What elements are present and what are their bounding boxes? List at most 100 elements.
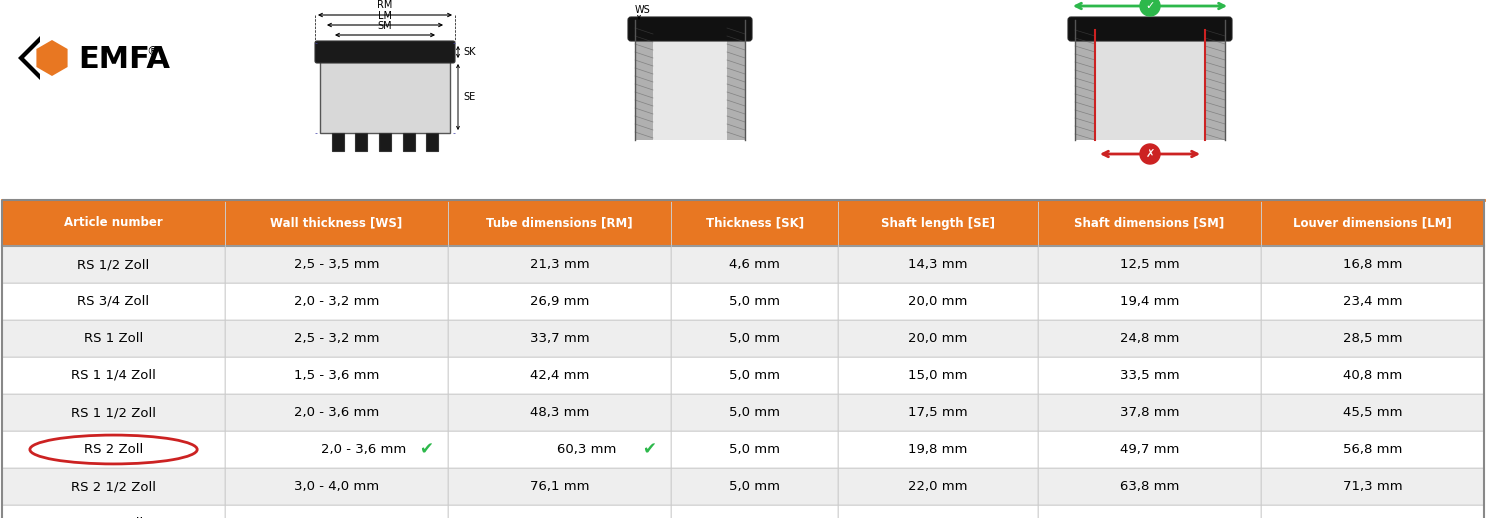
Text: SM: SM xyxy=(377,21,392,31)
Text: 48,3 mm: 48,3 mm xyxy=(531,406,590,419)
Text: 60,3 mm: 60,3 mm xyxy=(557,443,617,456)
FancyBboxPatch shape xyxy=(1,283,224,320)
Text: 3,0 - 4,0 mm: 3,0 - 4,0 mm xyxy=(294,480,379,493)
FancyBboxPatch shape xyxy=(224,431,449,468)
Text: 19,8 mm: 19,8 mm xyxy=(908,443,967,456)
Text: 2,0 - 3,6 mm: 2,0 - 3,6 mm xyxy=(294,406,379,419)
FancyBboxPatch shape xyxy=(449,468,672,505)
FancyBboxPatch shape xyxy=(672,200,838,246)
Circle shape xyxy=(1140,144,1161,164)
Text: RS 3 Zoll: RS 3 Zoll xyxy=(83,517,143,518)
FancyBboxPatch shape xyxy=(1,431,224,468)
Polygon shape xyxy=(18,36,40,80)
FancyBboxPatch shape xyxy=(403,133,415,151)
FancyBboxPatch shape xyxy=(315,41,455,63)
Text: RS 1 1/4 Zoll: RS 1 1/4 Zoll xyxy=(71,369,156,382)
Text: 5,0 mm: 5,0 mm xyxy=(730,517,780,518)
Text: 2,5 - 3,2 mm: 2,5 - 3,2 mm xyxy=(294,332,379,345)
FancyBboxPatch shape xyxy=(1037,394,1262,431)
FancyBboxPatch shape xyxy=(449,246,672,283)
FancyBboxPatch shape xyxy=(1205,30,1224,140)
Text: 5,0 mm: 5,0 mm xyxy=(730,295,780,308)
Text: Wall thickness [WS]: Wall thickness [WS] xyxy=(270,217,403,229)
Text: Thickness [SK]: Thickness [SK] xyxy=(706,217,804,229)
Text: 24,8 mm: 24,8 mm xyxy=(1119,332,1178,345)
FancyBboxPatch shape xyxy=(449,431,672,468)
FancyBboxPatch shape xyxy=(652,28,727,140)
Text: 21,3 mm: 21,3 mm xyxy=(531,258,590,271)
Text: Tube dimensions [RM]: Tube dimensions [RM] xyxy=(486,217,633,229)
Text: 20,0 mm: 20,0 mm xyxy=(908,295,967,308)
Text: 40,8 mm: 40,8 mm xyxy=(1343,369,1403,382)
FancyBboxPatch shape xyxy=(1262,394,1485,431)
Text: Shaft dimensions [SM]: Shaft dimensions [SM] xyxy=(1074,217,1224,229)
Text: Louver dimensions [LM]: Louver dimensions [LM] xyxy=(1293,217,1452,229)
FancyBboxPatch shape xyxy=(1095,30,1205,140)
Text: 2,0 - 3,2 mm: 2,0 - 3,2 mm xyxy=(294,295,379,308)
FancyBboxPatch shape xyxy=(1,246,224,283)
FancyBboxPatch shape xyxy=(1262,246,1485,283)
Text: 20,0 mm: 20,0 mm xyxy=(908,332,967,345)
Text: RS 1 1/2 Zoll: RS 1 1/2 Zoll xyxy=(71,406,156,419)
Text: 90,2 mm: 90,2 mm xyxy=(531,517,590,518)
FancyBboxPatch shape xyxy=(1,357,224,394)
Text: ✓: ✓ xyxy=(1146,1,1155,11)
FancyBboxPatch shape xyxy=(449,505,672,518)
FancyBboxPatch shape xyxy=(1037,200,1262,246)
FancyBboxPatch shape xyxy=(838,468,1037,505)
Text: 42,4 mm: 42,4 mm xyxy=(531,369,590,382)
Text: 12,5 mm: 12,5 mm xyxy=(1119,258,1180,271)
FancyBboxPatch shape xyxy=(1037,431,1262,468)
Text: Shaft length [SE]: Shaft length [SE] xyxy=(881,217,996,229)
FancyBboxPatch shape xyxy=(727,28,744,140)
Text: ✗: ✗ xyxy=(1146,149,1155,159)
FancyBboxPatch shape xyxy=(838,246,1037,283)
Text: SE: SE xyxy=(464,92,476,102)
FancyBboxPatch shape xyxy=(1262,320,1485,357)
FancyBboxPatch shape xyxy=(1262,357,1485,394)
FancyBboxPatch shape xyxy=(838,505,1037,518)
Text: 33,7 mm: 33,7 mm xyxy=(531,332,590,345)
Text: 5,0 mm: 5,0 mm xyxy=(730,332,780,345)
Text: 28,5 mm: 28,5 mm xyxy=(1343,332,1403,345)
FancyBboxPatch shape xyxy=(224,200,449,246)
FancyBboxPatch shape xyxy=(449,283,672,320)
Text: ®: ® xyxy=(146,45,159,58)
FancyBboxPatch shape xyxy=(1,320,224,357)
Text: ✔: ✔ xyxy=(419,440,432,458)
FancyBboxPatch shape xyxy=(1262,505,1485,518)
FancyBboxPatch shape xyxy=(449,320,672,357)
Text: 23,4 mm: 23,4 mm xyxy=(1343,295,1403,308)
Text: LM: LM xyxy=(377,11,392,21)
FancyBboxPatch shape xyxy=(838,283,1037,320)
Text: 5,0 mm: 5,0 mm xyxy=(730,443,780,456)
Text: 26,9 mm: 26,9 mm xyxy=(531,295,590,308)
Text: RS 2 1/2 Zoll: RS 2 1/2 Zoll xyxy=(71,480,156,493)
FancyBboxPatch shape xyxy=(838,357,1037,394)
FancyBboxPatch shape xyxy=(629,17,752,41)
Text: 3,0 - 5,0 mm: 3,0 - 5,0 mm xyxy=(294,517,379,518)
Circle shape xyxy=(1140,0,1161,16)
FancyBboxPatch shape xyxy=(449,394,672,431)
FancyBboxPatch shape xyxy=(838,431,1037,468)
Text: RS 2 Zoll: RS 2 Zoll xyxy=(83,443,143,456)
Text: 5,0 mm: 5,0 mm xyxy=(730,406,780,419)
FancyBboxPatch shape xyxy=(1037,505,1262,518)
Text: 5,0 mm: 5,0 mm xyxy=(730,480,780,493)
FancyBboxPatch shape xyxy=(1037,320,1262,357)
Text: 17,5 mm: 17,5 mm xyxy=(908,406,967,419)
FancyBboxPatch shape xyxy=(224,320,449,357)
FancyBboxPatch shape xyxy=(224,394,449,431)
Text: 14,3 mm: 14,3 mm xyxy=(908,258,967,271)
Text: 63,8 mm: 63,8 mm xyxy=(1119,480,1178,493)
FancyBboxPatch shape xyxy=(838,394,1037,431)
Text: ✔: ✔ xyxy=(642,440,655,458)
Text: SK: SK xyxy=(464,47,476,57)
FancyBboxPatch shape xyxy=(672,505,838,518)
Text: 1,5 - 3,6 mm: 1,5 - 3,6 mm xyxy=(294,369,379,382)
FancyBboxPatch shape xyxy=(1068,17,1232,41)
Text: EMFA: EMFA xyxy=(77,45,169,74)
FancyBboxPatch shape xyxy=(1037,246,1262,283)
Text: 71,3 mm: 71,3 mm xyxy=(1343,480,1403,493)
Text: RS 1 Zoll: RS 1 Zoll xyxy=(83,332,143,345)
